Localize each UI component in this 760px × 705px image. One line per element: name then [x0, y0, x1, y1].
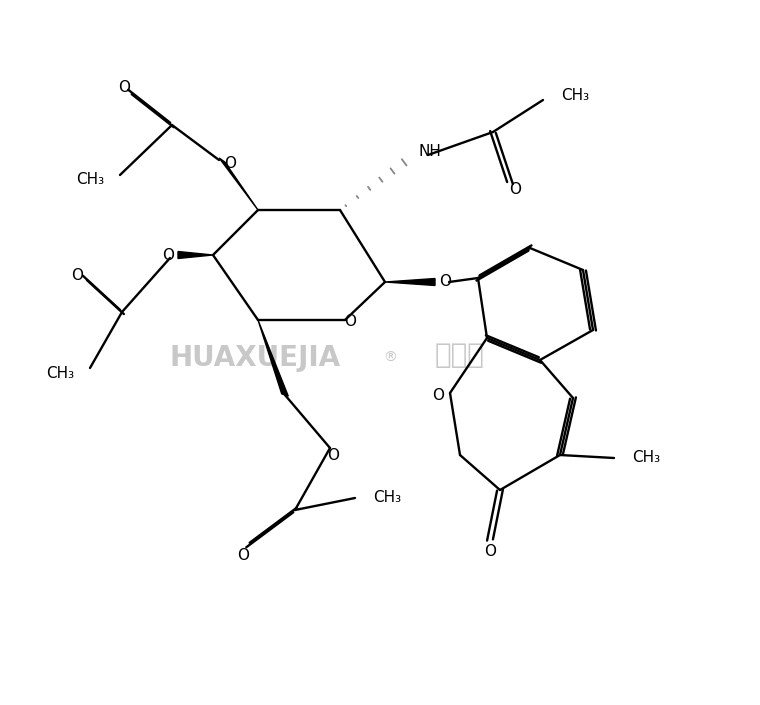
Polygon shape: [385, 278, 435, 286]
Text: O: O: [237, 548, 249, 563]
Polygon shape: [178, 252, 213, 259]
Text: O: O: [509, 181, 521, 197]
Polygon shape: [258, 320, 288, 396]
Text: O: O: [162, 247, 174, 262]
Text: CH₃: CH₃: [76, 173, 104, 188]
Polygon shape: [219, 158, 258, 210]
Text: 化学加: 化学加: [435, 341, 485, 369]
Text: O: O: [344, 314, 356, 329]
Text: O: O: [224, 156, 236, 171]
Text: CH₃: CH₃: [632, 450, 660, 465]
Text: O: O: [432, 388, 444, 403]
Text: O: O: [484, 544, 496, 560]
Text: NH: NH: [418, 145, 441, 159]
Text: ®: ®: [383, 351, 397, 365]
Text: HUAXUEJIA: HUAXUEJIA: [169, 344, 340, 372]
Text: O: O: [327, 448, 339, 463]
Text: O: O: [71, 267, 83, 283]
Text: CH₃: CH₃: [561, 89, 589, 104]
Text: CH₃: CH₃: [373, 491, 401, 505]
Text: O: O: [118, 80, 130, 94]
Text: CH₃: CH₃: [46, 365, 74, 381]
Text: O: O: [439, 274, 451, 290]
